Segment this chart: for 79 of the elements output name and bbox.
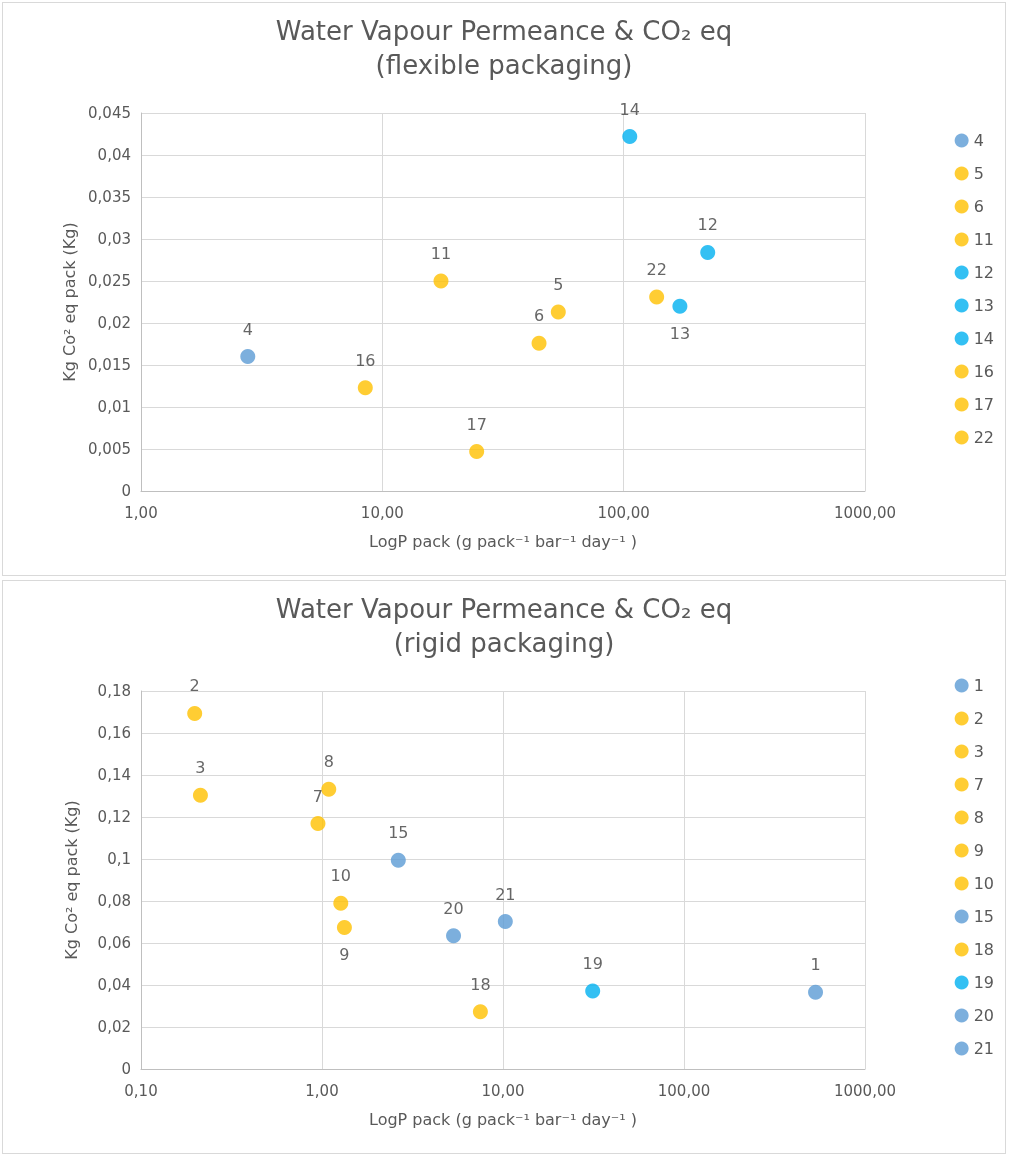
legend-label: 2 xyxy=(973,709,984,728)
legend-label: 15 xyxy=(973,907,994,926)
text: 13 xyxy=(669,324,691,344)
y-tick-label: 0,16 xyxy=(97,724,131,742)
y-tick-label: 0,03 xyxy=(97,230,131,248)
y-tick-label: 0,005 xyxy=(88,440,131,458)
x-tick-label: 1,00 xyxy=(305,1081,339,1100)
text: 6 xyxy=(533,306,545,326)
x-tick-label: 0,10 xyxy=(124,1081,158,1100)
x-tick-label: 10,00 xyxy=(360,503,404,522)
text: 5 xyxy=(553,275,564,295)
x-tick-label: 1000,00 xyxy=(833,1081,897,1100)
legend-label: 21 xyxy=(973,1039,994,1058)
legend-label: 14 xyxy=(973,329,994,348)
y-tick-label: 0,06 xyxy=(97,934,131,952)
legend-label: 20 xyxy=(973,1006,994,1025)
text: 1 xyxy=(810,955,821,975)
text: 11 xyxy=(430,244,452,263)
y-tick-label: 0,14 xyxy=(97,766,131,784)
x-tick-label: 100,00 xyxy=(657,1081,711,1100)
x-axis-title: LogP pack (g pack⁻¹ bar⁻¹ day⁻¹ ) xyxy=(369,1109,637,1129)
text: 20 xyxy=(443,898,464,918)
legend-label: 3 xyxy=(973,742,984,761)
text: 4 xyxy=(242,319,253,339)
legend-label: 5 xyxy=(973,164,984,183)
x-tick-label: 1000,00 xyxy=(833,503,897,522)
y-tick-label: 0,02 xyxy=(97,1018,131,1036)
text: 16 xyxy=(355,350,376,370)
y-tick-label: 0,04 xyxy=(97,976,131,994)
legend-label: 4 xyxy=(973,131,984,150)
legend-label: 1 xyxy=(973,676,984,695)
y-axis-title: Kg Co² eq pack (Kg) xyxy=(59,222,79,382)
y-tick-label: 0,18 xyxy=(97,682,131,700)
text: 19 xyxy=(582,954,603,974)
text: 14 xyxy=(619,99,640,119)
legend-label: 11 xyxy=(973,230,994,249)
x-tick-label: 10,00 xyxy=(481,1081,525,1100)
legend-label: 16 xyxy=(973,362,994,381)
y-tick-label: 0,035 xyxy=(88,188,131,206)
text: 3 xyxy=(195,758,206,778)
legend-label: 12 xyxy=(973,263,994,282)
x-tick-label: 1,00 xyxy=(124,503,158,522)
text: 15 xyxy=(388,823,409,843)
y-tick-label: 0 xyxy=(121,482,131,500)
text: 22 xyxy=(646,259,667,279)
legend-label: 8 xyxy=(973,808,984,827)
text: 17 xyxy=(466,414,487,434)
x-tick-label: 100,00 xyxy=(597,503,650,522)
chart-title: Water Vapour Permeance & CO₂ eq (rigid packaging) xyxy=(275,594,733,658)
legend-label: 22 xyxy=(973,428,994,447)
legend-label: 13 xyxy=(973,296,994,315)
y-tick-label: 0,12 xyxy=(97,808,131,826)
text: 9 xyxy=(339,945,350,965)
legend-label: 17 xyxy=(973,395,994,414)
legend-label: 7 xyxy=(973,775,984,794)
text: 7 xyxy=(312,786,324,806)
text: 12 xyxy=(697,215,718,235)
y-axis-title: Kg Co² eq pack (Kg) xyxy=(61,800,81,960)
y-tick-label: 0 xyxy=(121,1060,131,1078)
y-tick-label: 0,015 xyxy=(88,356,131,374)
text: 2 xyxy=(189,676,200,696)
legend-label: 19 xyxy=(973,973,994,992)
x-axis-title: LogP pack (g pack⁻¹ bar⁻¹ day⁻¹ ) xyxy=(369,531,637,551)
y-tick-label: 0,045 xyxy=(88,104,131,122)
y-tick-label: 0,08 xyxy=(97,892,131,910)
chart-title: Water Vapour Permeance & CO₂ eq (flexible packaging) xyxy=(275,16,733,80)
y-tick-label: 0,1 xyxy=(107,850,131,868)
y-tick-label: 0,01 xyxy=(97,398,131,416)
text: 10 xyxy=(330,866,351,886)
y-tick-label: 0,025 xyxy=(88,272,131,290)
legend-label: 10 xyxy=(973,874,994,893)
legend-label: 18 xyxy=(973,940,994,959)
legend-label: 9 xyxy=(973,841,984,860)
legend-label: 6 xyxy=(973,197,984,216)
text: 18 xyxy=(470,974,491,994)
y-tick-label: 0,04 xyxy=(97,146,131,164)
text: 8 xyxy=(323,752,334,772)
text: 21 xyxy=(495,884,516,904)
y-tick-label: 0,02 xyxy=(97,314,131,332)
